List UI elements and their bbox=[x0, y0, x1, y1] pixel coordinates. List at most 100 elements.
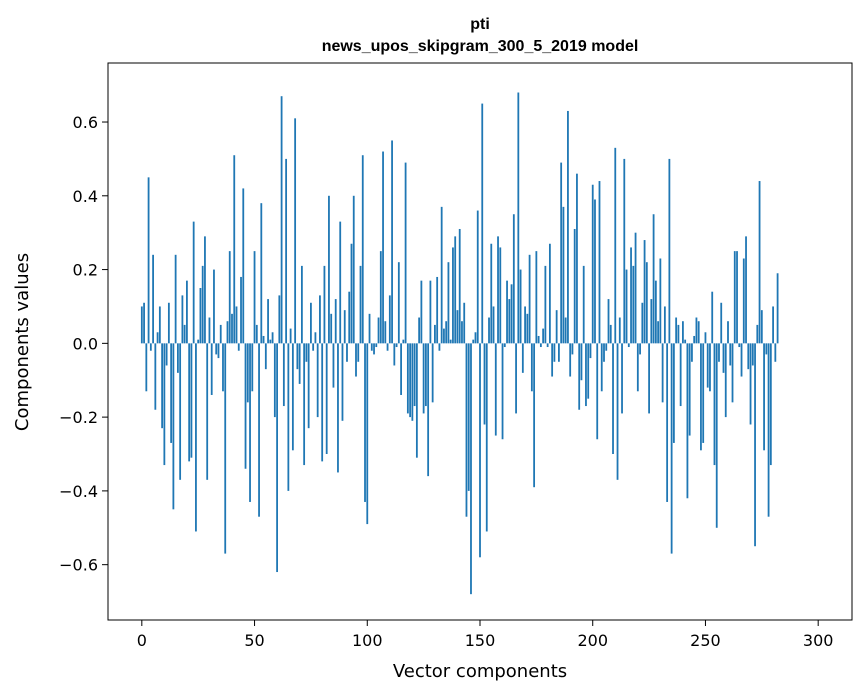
bar-118 bbox=[406, 343, 409, 414]
bar-115 bbox=[400, 343, 402, 395]
bar-261 bbox=[729, 343, 732, 366]
bar-72 bbox=[303, 343, 306, 466]
bar-195 bbox=[580, 343, 583, 381]
bar-29 bbox=[206, 343, 209, 480]
bar-260 bbox=[727, 321, 729, 344]
bar-14 bbox=[172, 343, 175, 510]
y-tick-label: −0.2 bbox=[59, 408, 98, 427]
bar-282 bbox=[776, 273, 779, 344]
bar-243 bbox=[688, 343, 691, 436]
bar-210 bbox=[614, 147, 617, 344]
bar-90 bbox=[343, 310, 346, 344]
bar-204 bbox=[600, 343, 603, 392]
bar-229 bbox=[657, 321, 660, 344]
bar-25 bbox=[197, 339, 200, 344]
bar-239 bbox=[679, 343, 682, 407]
bar-232 bbox=[663, 306, 666, 344]
bar-18 bbox=[181, 295, 184, 344]
bar-269 bbox=[747, 343, 750, 370]
bar-30 bbox=[208, 317, 211, 344]
bar-151 bbox=[481, 103, 484, 344]
bar-95 bbox=[355, 343, 357, 377]
bar-37 bbox=[224, 343, 227, 554]
bar-140 bbox=[456, 310, 459, 344]
bar-96 bbox=[357, 343, 360, 362]
bar-175 bbox=[535, 251, 538, 344]
bar-70 bbox=[298, 343, 301, 384]
bar-240 bbox=[682, 321, 684, 344]
bar-280 bbox=[772, 306, 774, 344]
bar-126 bbox=[424, 343, 427, 407]
bar-245 bbox=[693, 335, 696, 344]
bar-42 bbox=[235, 306, 238, 344]
bar-279 bbox=[769, 343, 772, 466]
bar-101 bbox=[368, 313, 371, 344]
bar-86 bbox=[334, 299, 337, 344]
bar-22 bbox=[190, 343, 193, 458]
bar-106 bbox=[379, 251, 382, 344]
bar-143 bbox=[463, 302, 466, 344]
bar-13 bbox=[170, 343, 173, 443]
x-tick-label: 150 bbox=[465, 631, 496, 650]
bar-206 bbox=[605, 343, 608, 351]
bar-265 bbox=[738, 343, 741, 348]
bar-231 bbox=[661, 343, 664, 403]
bar-1 bbox=[143, 302, 145, 344]
bar-136 bbox=[447, 262, 450, 344]
bar-137 bbox=[449, 339, 452, 344]
y-axis-ticks: −0.6 −0.4 −0.2 0.0 0.2 0.4 0.6 bbox=[59, 113, 108, 575]
bar-75 bbox=[310, 302, 312, 344]
bar-69 bbox=[296, 343, 299, 370]
bar-121 bbox=[413, 343, 416, 407]
x-axis-label: Vector components bbox=[393, 661, 567, 682]
bar-205 bbox=[603, 343, 605, 362]
y-tick-label: 0.6 bbox=[73, 113, 98, 132]
bar-99 bbox=[364, 343, 366, 502]
bar-278 bbox=[767, 343, 770, 517]
bar-123 bbox=[418, 317, 421, 344]
bar-38 bbox=[226, 321, 229, 344]
bar-225 bbox=[648, 343, 650, 414]
bar-258 bbox=[722, 343, 725, 373]
bar-185 bbox=[558, 343, 560, 362]
bar-56 bbox=[267, 299, 269, 344]
chart-title-text: pti bbox=[470, 16, 490, 33]
bar-226 bbox=[650, 299, 653, 344]
bar-113 bbox=[395, 343, 398, 348]
bar-60 bbox=[276, 343, 278, 573]
bar-209 bbox=[612, 343, 614, 454]
bar-52 bbox=[258, 343, 260, 517]
y-tick-label: 0.0 bbox=[73, 334, 98, 353]
bar-242 bbox=[686, 343, 689, 499]
bar-267 bbox=[742, 258, 745, 344]
bar-161 bbox=[503, 343, 506, 348]
bar-98 bbox=[361, 155, 364, 344]
bar-230 bbox=[659, 258, 662, 344]
bar-270 bbox=[749, 343, 752, 425]
bar-84 bbox=[330, 313, 333, 344]
bar-24 bbox=[195, 343, 197, 532]
bar-198 bbox=[587, 343, 590, 399]
bar-45 bbox=[242, 188, 245, 344]
bar-109 bbox=[386, 343, 389, 351]
bar-76 bbox=[312, 343, 315, 351]
bar-166 bbox=[515, 343, 517, 414]
bar-200 bbox=[591, 184, 594, 344]
bar-9 bbox=[161, 343, 164, 429]
bar-146 bbox=[470, 343, 472, 595]
bar-216 bbox=[627, 343, 630, 348]
x-tick-label: 50 bbox=[244, 631, 264, 650]
bar-47 bbox=[246, 343, 249, 403]
bar-16 bbox=[176, 343, 179, 373]
bar-277 bbox=[765, 343, 768, 355]
bar-12 bbox=[167, 302, 170, 344]
bar-228 bbox=[654, 280, 657, 344]
bar-203 bbox=[598, 181, 601, 344]
bar-50 bbox=[253, 251, 256, 344]
bar-130 bbox=[434, 324, 436, 344]
bar-34 bbox=[217, 343, 220, 359]
bar-264 bbox=[736, 251, 738, 344]
x-tick-label: 100 bbox=[352, 631, 383, 650]
bar-211 bbox=[616, 343, 619, 480]
bar-176 bbox=[537, 335, 540, 344]
